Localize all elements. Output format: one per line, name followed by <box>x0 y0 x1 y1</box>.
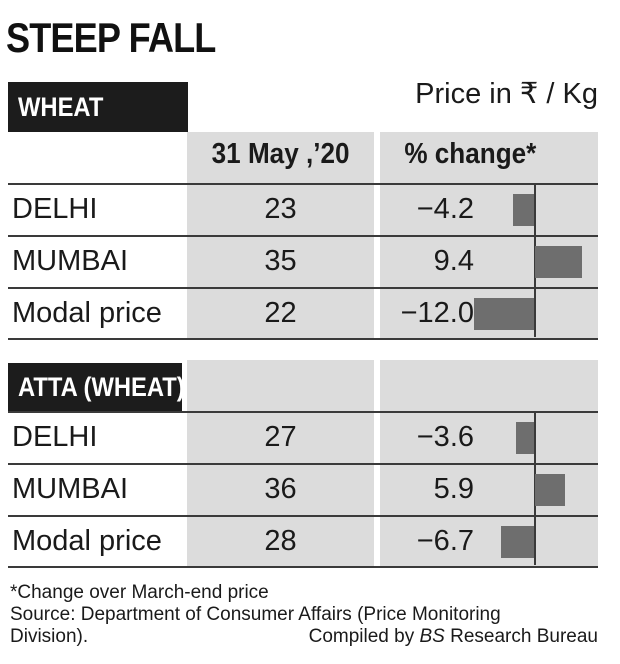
row-divider <box>8 338 598 340</box>
zero-axis-line <box>534 412 536 565</box>
change-bar <box>513 193 534 226</box>
credit-line: Compiled by BS Research Bureau <box>308 626 598 647</box>
change-value: −12.0 <box>400 297 474 329</box>
change-column-header: % change* <box>403 138 536 170</box>
row-divider <box>8 566 598 568</box>
change-bar <box>535 245 582 278</box>
change-bar <box>500 525 534 558</box>
price-value: 23 <box>264 193 297 225</box>
atta-section-label: ATTA (WHEAT) <box>8 363 185 411</box>
change-value: 5.9 <box>433 473 474 505</box>
row-divider <box>8 287 598 289</box>
change-value: 9.4 <box>433 245 474 277</box>
price-value: 22 <box>264 297 297 329</box>
footnote: *Change over March-end price <box>10 582 269 603</box>
row-divider <box>8 463 598 465</box>
change-value: −6.7 <box>416 525 474 557</box>
price-value: 27 <box>264 421 297 453</box>
source-line-1: Source: Department of Consumer Affairs (… <box>10 604 501 625</box>
price-value: 28 <box>264 525 297 557</box>
wheat-section-label: WHEAT <box>8 82 188 132</box>
zero-axis-line <box>534 184 536 337</box>
change-bar <box>474 297 534 330</box>
change-value: −3.6 <box>416 421 474 453</box>
units-label: Price in ₹ / Kg <box>415 78 598 110</box>
change-bar <box>535 473 565 506</box>
row-divider <box>8 183 598 185</box>
row-label: DELHI <box>12 193 98 225</box>
source-line-2: Division). <box>10 626 89 647</box>
price-value: 36 <box>264 473 297 505</box>
chart-title: STEEP FALL <box>6 14 216 61</box>
row-label: MUMBAI <box>12 245 128 277</box>
row-label: MUMBAI <box>12 473 128 505</box>
row-label: Modal price <box>12 525 162 557</box>
price-value: 35 <box>264 245 297 277</box>
row-label: DELHI <box>12 421 98 453</box>
row-divider <box>8 235 598 237</box>
row-divider <box>8 411 598 413</box>
row-label: Modal price <box>12 297 162 329</box>
row-divider <box>8 515 598 517</box>
price-column-header: 31 May ,’20 <box>211 138 350 170</box>
change-value: −4.2 <box>416 193 474 225</box>
change-bar <box>516 421 534 454</box>
